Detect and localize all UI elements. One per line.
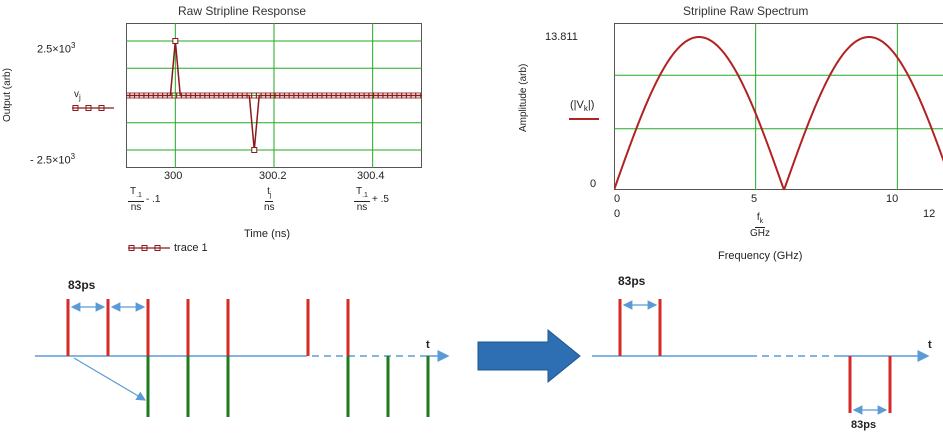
left-chart-ylabel: Output (arb) <box>2 68 13 122</box>
left-chart-xlabel: Time (ns) <box>244 228 291 240</box>
right-plot-grid <box>614 23 943 190</box>
left-plot-trace <box>126 38 422 153</box>
left-chart-plot <box>126 23 422 168</box>
legend-label: trace 1 <box>174 242 208 254</box>
left-y-bottom-label: - 2.5×103 <box>30 152 76 167</box>
left-x-expr-left: T.1 ns - .1 <box>128 186 161 213</box>
left-trace-var-marker <box>72 105 114 111</box>
right-trace-marker <box>569 118 599 120</box>
right-x-tick: 10 <box>886 193 899 205</box>
right-y-top-label: 13.811 <box>545 31 578 43</box>
right-chart-plot <box>614 23 943 190</box>
pulse-diagrams <box>35 299 930 417</box>
left-inversion-arrow <box>73 357 147 401</box>
right-x-tick: 0 <box>614 193 621 205</box>
right-chart-xlabel: Frequency (GHz) <box>718 250 803 262</box>
left-series-marker <box>415 92 421 99</box>
left-green-pulses <box>146 356 430 417</box>
right-x-tick: 5 <box>751 193 758 205</box>
right-t-label: t <box>928 339 932 351</box>
left-pulse-diagram <box>35 299 450 417</box>
left-series-point <box>251 147 258 153</box>
left-x-tick: 300.2 <box>259 170 287 182</box>
left-chart-title: Raw Stripline Response <box>178 4 307 18</box>
left-x-tick: 300 <box>164 170 183 182</box>
left-trace-var: vj <box>74 89 81 102</box>
right-plot-frame <box>614 23 943 190</box>
right-y-bottom-label: 0 <box>590 178 597 190</box>
big-right-arrow <box>477 328 581 384</box>
left-red-pulses <box>66 299 350 356</box>
left-83ps-label: 83ps <box>68 278 96 292</box>
right-pulse-diagram <box>592 299 930 415</box>
right-trace-expr: (|Vk|) <box>570 99 595 114</box>
left-x-expr-mid: tj ns <box>264 186 275 213</box>
left-t-label: t <box>426 339 430 351</box>
right-83ps-label-top: 83ps <box>618 274 646 288</box>
left-y-top-label: 2.5×103 <box>37 41 76 56</box>
left-x-tick: 300.4 <box>357 170 385 182</box>
right-red-pulses <box>618 299 892 413</box>
right-x-left-bound: 0 <box>614 208 621 220</box>
left-x-expr-right: T.1 ns + .5 <box>354 186 389 213</box>
right-x-expr: fk GHz <box>750 212 770 239</box>
legend-marker-icon <box>128 245 170 251</box>
left-series-line <box>126 40 422 151</box>
right-plot-trace <box>614 35 943 190</box>
right-chart-title: Stripline Raw Spectrum <box>683 4 809 18</box>
right-chart-ylabel: Amplitude (arb) <box>518 63 529 132</box>
right-83ps-label-bottom: 83ps <box>851 419 877 431</box>
left-legend: trace 1 <box>128 242 208 254</box>
left-series-point <box>172 38 179 44</box>
right-x-right-bound: 12 <box>923 208 936 220</box>
